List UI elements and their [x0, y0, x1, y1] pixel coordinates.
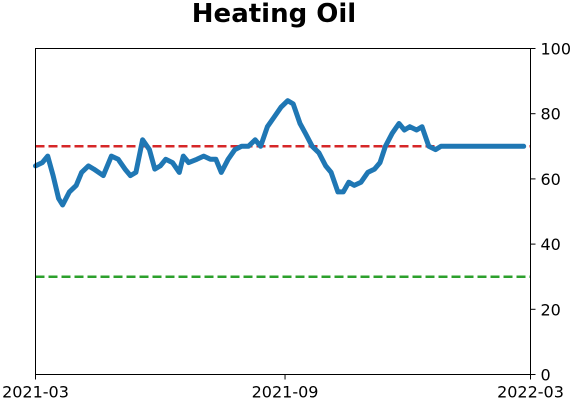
x-tick-label: 2021-03	[2, 383, 69, 402]
y-tick-label: 60	[541, 170, 561, 189]
series-line-0	[33, 98, 527, 208]
x-tick-label: 2022-03	[497, 383, 564, 402]
y-tick-label: 0	[541, 366, 551, 385]
x-axis-ticks: 2021-03 2021-09 2022-03	[2, 374, 564, 402]
y-tick-label: 100	[541, 40, 572, 59]
y-tick-label: 40	[541, 235, 561, 254]
chart-title: Heating Oil	[192, 0, 356, 29]
plot-area	[33, 98, 531, 278]
y-axis-ticks: 0 20 40 60 80 100	[530, 40, 572, 385]
x-tick-label: 2021-09	[252, 383, 319, 402]
y-tick-label: 20	[541, 300, 561, 319]
plot-frame	[35, 48, 531, 375]
y-tick-label: 80	[541, 105, 561, 124]
